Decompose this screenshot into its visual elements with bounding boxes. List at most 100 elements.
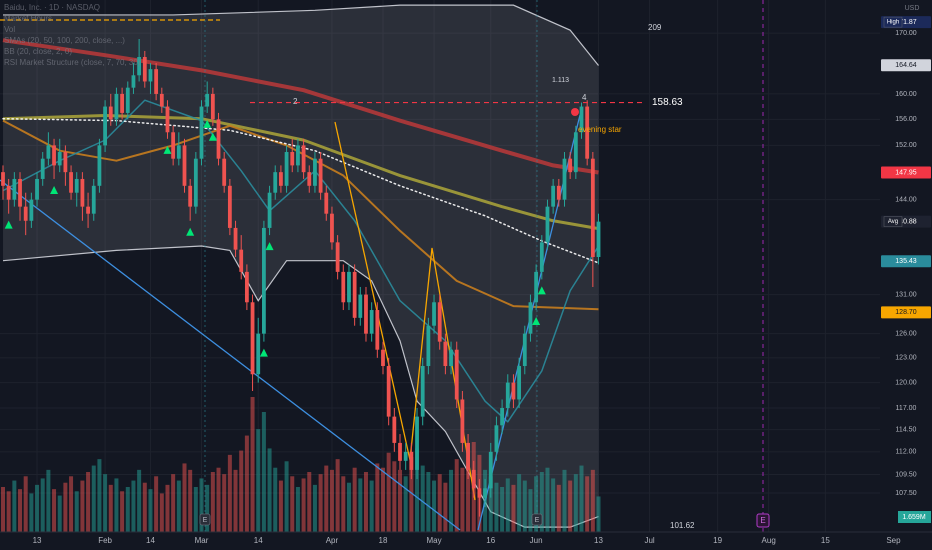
- indicator-line: [2, 113, 599, 231]
- volume-bar: [120, 491, 125, 532]
- volume-bar: [443, 482, 448, 532]
- pattern-line: [334, 121, 476, 501]
- candle-body: [256, 333, 261, 375]
- volume-bar: [69, 476, 74, 532]
- signal-marker: [532, 317, 541, 326]
- candle-body: [556, 185, 561, 200]
- annotations: E E E 209 1.113 2 4 evening star 101.62 …: [199, 23, 770, 530]
- volume-bar: [267, 448, 272, 532]
- price-label: 140.88: [895, 218, 917, 225]
- signal-marker: [537, 286, 546, 295]
- candle-body: [199, 106, 204, 159]
- volume-bar: [35, 484, 40, 532]
- price-label: 128.70: [895, 309, 917, 316]
- volume-bar: [227, 454, 232, 532]
- candle-body: [193, 158, 198, 207]
- volume-bar: [233, 469, 238, 532]
- volume-bar: [199, 478, 204, 532]
- volume-bar: [244, 435, 249, 532]
- candle-body: [539, 242, 544, 272]
- volume-bar: [346, 482, 351, 532]
- volume-bar: [363, 472, 368, 532]
- volume-bar: [52, 489, 57, 532]
- candle-body: [210, 93, 215, 120]
- candle-body: [97, 145, 102, 186]
- candle-body: [171, 132, 176, 159]
- volume-bar: [420, 465, 425, 532]
- volume-bar: [80, 480, 85, 532]
- volume-bar: [437, 474, 442, 532]
- volume-bar: [426, 472, 431, 532]
- candle-body: [188, 185, 193, 207]
- candle-body: [511, 382, 516, 400]
- price-label: 135.43: [895, 258, 917, 265]
- volume-bar: [295, 487, 300, 532]
- volume-bar: [409, 457, 414, 532]
- legend-line: Vol: [4, 25, 15, 34]
- volume-bar: [171, 474, 176, 532]
- candle-body: [369, 310, 374, 334]
- volume-bar: [40, 478, 45, 532]
- candle-body: [35, 178, 39, 200]
- candle-body: [176, 145, 181, 159]
- candle-body: [273, 172, 278, 193]
- candle-body: [471, 469, 476, 489]
- signal-marker: [4, 220, 13, 229]
- candle-body: [80, 178, 85, 207]
- volume-bar: [12, 480, 17, 532]
- volume: [1, 397, 601, 532]
- legend-line: Market Hours: [4, 14, 52, 23]
- volume-bar: [398, 469, 403, 532]
- volume-bar: [500, 487, 505, 532]
- candle-body: [222, 158, 227, 186]
- candle-body: [505, 382, 510, 409]
- volume-bar: [23, 476, 28, 532]
- volume-bar: [460, 467, 465, 532]
- y-tick-label: 109.50: [895, 471, 917, 478]
- volume-bar: [522, 480, 527, 532]
- candle-body: [420, 366, 425, 417]
- volume-bar: [131, 480, 136, 532]
- x-tick-label: 18: [379, 536, 388, 545]
- volume-bar: [318, 474, 323, 532]
- candle-body: [386, 366, 391, 417]
- x-tick-label: 14: [146, 536, 155, 545]
- candle-body: [216, 119, 221, 159]
- candle-body: [341, 271, 346, 303]
- volume-bar: [91, 465, 96, 532]
- volume-bar: [273, 467, 278, 532]
- candle-body: [443, 341, 448, 367]
- candle-body: [148, 69, 153, 82]
- volume-bar: [6, 491, 11, 532]
- x-tick-label: Feb: [98, 536, 112, 545]
- candle-body: [500, 408, 504, 426]
- volume-bar: [103, 474, 108, 532]
- candle-body: [432, 302, 436, 326]
- legend: Baidu, Inc. · 1D · NASDAQ Market Hours Vol…: [4, 3, 141, 67]
- volume-bar: [205, 484, 210, 532]
- candle-body: [426, 325, 431, 367]
- price-tag-box: [883, 16, 903, 28]
- signal-marker: [259, 348, 268, 357]
- candle-body: [103, 106, 107, 146]
- volume-bar: [250, 397, 255, 532]
- price-tag: Avg: [888, 219, 898, 225]
- signal-marker: [50, 185, 59, 194]
- volume-bar: [585, 476, 590, 532]
- x-tick-label: Jun: [530, 536, 543, 545]
- volume-bar: [312, 484, 317, 532]
- volume-bar: [335, 459, 340, 532]
- candles: [1, 39, 601, 517]
- volume-bar: [301, 478, 306, 532]
- x-tick-label: 16: [486, 536, 495, 545]
- volume-bar: [278, 480, 283, 532]
- candle-body: [488, 451, 493, 489]
- earnings-marker: [756, 513, 770, 528]
- volume-bar: [108, 484, 113, 532]
- y-tick-label: 120.00: [895, 379, 917, 386]
- volume-bar: [188, 469, 193, 532]
- legend-line: RSI Market Structure (close, 7, 70, 30): [4, 58, 141, 67]
- volume-bar: [369, 480, 374, 532]
- x-tick-label: 15: [821, 536, 830, 545]
- candle-body: [159, 93, 164, 107]
